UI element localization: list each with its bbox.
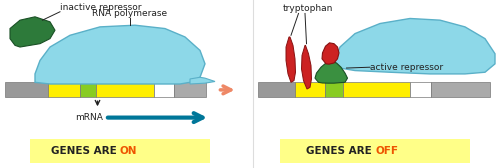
- Text: GENES ARE: GENES ARE: [306, 146, 375, 156]
- Text: active repressor: active repressor: [370, 63, 443, 72]
- Bar: [154, 82, 174, 97]
- Text: tryptophan: tryptophan: [282, 4, 333, 13]
- Bar: [342, 82, 410, 97]
- Polygon shape: [315, 61, 348, 83]
- Text: mRNA: mRNA: [74, 113, 102, 122]
- Bar: [48, 82, 80, 97]
- Polygon shape: [190, 77, 215, 84]
- Bar: [295, 82, 325, 97]
- FancyBboxPatch shape: [280, 139, 470, 163]
- Polygon shape: [302, 45, 312, 89]
- Polygon shape: [322, 43, 339, 64]
- Polygon shape: [35, 25, 205, 84]
- Bar: [174, 82, 206, 97]
- Polygon shape: [335, 18, 495, 74]
- Polygon shape: [286, 37, 296, 82]
- FancyBboxPatch shape: [30, 139, 210, 163]
- Bar: [5, 82, 48, 97]
- Text: GENES ARE: GENES ARE: [50, 146, 120, 156]
- Text: inactive repressor: inactive repressor: [60, 3, 142, 12]
- Text: ON: ON: [120, 146, 138, 156]
- Bar: [410, 82, 431, 97]
- Bar: [325, 82, 342, 97]
- Text: OFF: OFF: [375, 146, 398, 156]
- Bar: [96, 82, 154, 97]
- Bar: [80, 82, 96, 97]
- Bar: [431, 82, 490, 97]
- Text: RNA polymerase: RNA polymerase: [92, 9, 168, 18]
- Bar: [258, 82, 295, 97]
- Polygon shape: [10, 17, 55, 47]
